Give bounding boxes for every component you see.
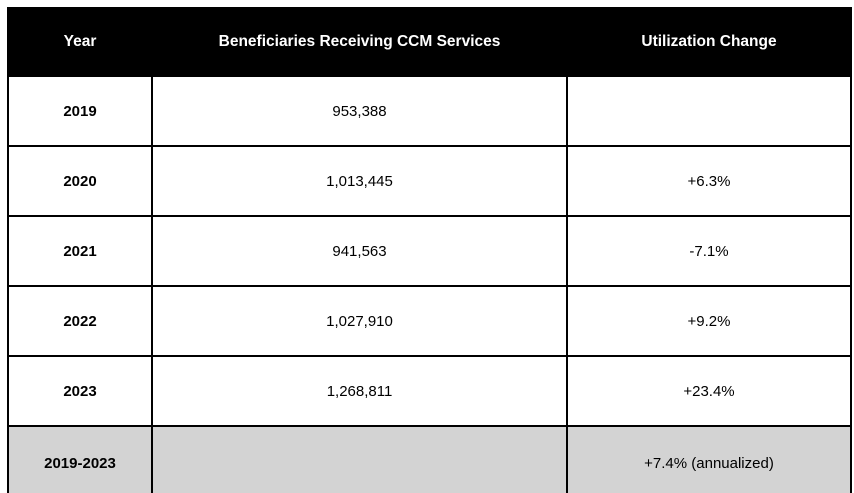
table-body: 2019 953,388 2020 1,013,445 +6.3% 2021 9… <box>7 75 852 493</box>
change-cell: +6.3% <box>566 145 852 217</box>
beneficiaries-cell: 953,388 <box>151 75 568 147</box>
header-cell-utilization-change: Utilization Change <box>566 7 852 77</box>
table-row-2022: 2022 1,027,910 +9.2% <box>7 285 852 357</box>
year-cell: 2022 <box>7 285 153 357</box>
year-cell: 2019 <box>7 75 153 147</box>
change-cell: +23.4% <box>566 355 852 427</box>
beneficiaries-cell <box>151 425 568 493</box>
year-cell: 2019-2023 <box>7 425 153 493</box>
year-cell: 2021 <box>7 215 153 287</box>
change-cell <box>566 75 852 147</box>
year-cell: 2023 <box>7 355 153 427</box>
table-row-2019: 2019 953,388 <box>7 75 852 147</box>
table-row-2020: 2020 1,013,445 +6.3% <box>7 145 852 217</box>
change-cell: -7.1% <box>566 215 852 287</box>
beneficiaries-cell: 941,563 <box>151 215 568 287</box>
header-row: Year Beneficiaries Receiving CCM Service… <box>7 7 852 77</box>
beneficiaries-cell: 1,268,811 <box>151 355 568 427</box>
table-row-2021: 2021 941,563 -7.1% <box>7 215 852 287</box>
change-cell: +7.4% (annualized) <box>566 425 852 493</box>
beneficiaries-cell: 1,027,910 <box>151 285 568 357</box>
change-cell: +9.2% <box>566 285 852 357</box>
table-header: Year Beneficiaries Receiving CCM Service… <box>7 7 852 77</box>
ccm-utilization-table: Year Beneficiaries Receiving CCM Service… <box>7 7 852 493</box>
table-row-summary-2019-2023: 2019-2023 +7.4% (annualized) <box>7 425 852 493</box>
header-cell-year: Year <box>7 7 153 77</box>
header-cell-beneficiaries: Beneficiaries Receiving CCM Services <box>151 7 568 77</box>
year-cell: 2020 <box>7 145 153 217</box>
table-row-2023: 2023 1,268,811 +23.4% <box>7 355 852 427</box>
beneficiaries-cell: 1,013,445 <box>151 145 568 217</box>
